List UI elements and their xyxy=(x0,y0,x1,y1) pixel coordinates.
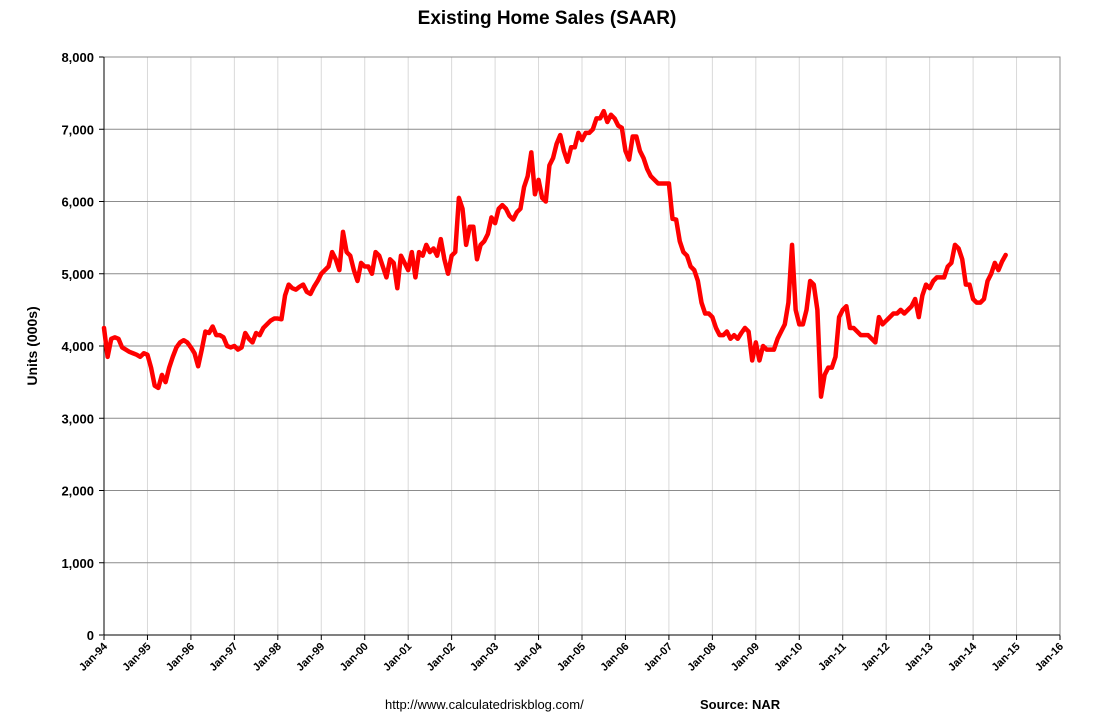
x-tick-label: Jan-98 xyxy=(251,641,284,674)
x-tick-label: Jan-11 xyxy=(816,641,849,674)
x-tick-label: Jan-01 xyxy=(381,641,414,674)
x-tick-label: Jan-03 xyxy=(468,641,501,674)
x-tick-label: Jan-10 xyxy=(772,641,805,674)
y-axis-label: Units (000s) xyxy=(24,306,40,385)
x-tick-label: Jan-99 xyxy=(294,641,327,674)
y-tick-label: 8,000 xyxy=(61,50,94,65)
y-tick-label: 3,000 xyxy=(61,411,94,426)
y-tick-label: 7,000 xyxy=(61,122,94,137)
x-tick-label: Jan-09 xyxy=(729,641,762,674)
source-url: http://www.calculatedriskblog.com/ xyxy=(385,697,584,712)
x-tick-label: Jan-15 xyxy=(990,641,1023,674)
y-tick-label: 1,000 xyxy=(61,556,94,571)
x-tick-label: Jan-94 xyxy=(77,640,111,674)
data-line xyxy=(101,108,1008,399)
x-tick-label: Jan-08 xyxy=(685,641,718,674)
x-tick-label: Jan-96 xyxy=(164,641,197,674)
y-tick-label: 2,000 xyxy=(61,484,94,499)
x-tick-label: Jan-07 xyxy=(642,641,675,674)
x-tick-label: Jan-00 xyxy=(338,641,371,674)
source: Source: NAR xyxy=(700,697,781,712)
y-tick-label: 6,000 xyxy=(61,195,94,210)
x-tick-label: Jan-04 xyxy=(512,640,546,674)
y-tick-label: 5,000 xyxy=(61,267,94,282)
x-tick-label: Jan-16 xyxy=(1033,641,1066,674)
y-tick-label: 0 xyxy=(87,628,94,643)
x-tick-label: Jan-14 xyxy=(946,640,980,674)
x-tick-label: Jan-12 xyxy=(859,641,892,674)
x-tick-label: Jan-95 xyxy=(120,641,153,674)
chart-title: Existing Home Sales (SAAR) xyxy=(418,8,677,29)
x-tick-label: Jan-05 xyxy=(555,641,588,674)
x-tick-label: Jan-02 xyxy=(425,641,458,674)
y-tick-label: 4,000 xyxy=(61,339,94,354)
x-tick-label: Jan-13 xyxy=(903,641,936,674)
x-tick-label: Jan-97 xyxy=(207,641,240,674)
x-tick-label: Jan-06 xyxy=(598,641,631,674)
